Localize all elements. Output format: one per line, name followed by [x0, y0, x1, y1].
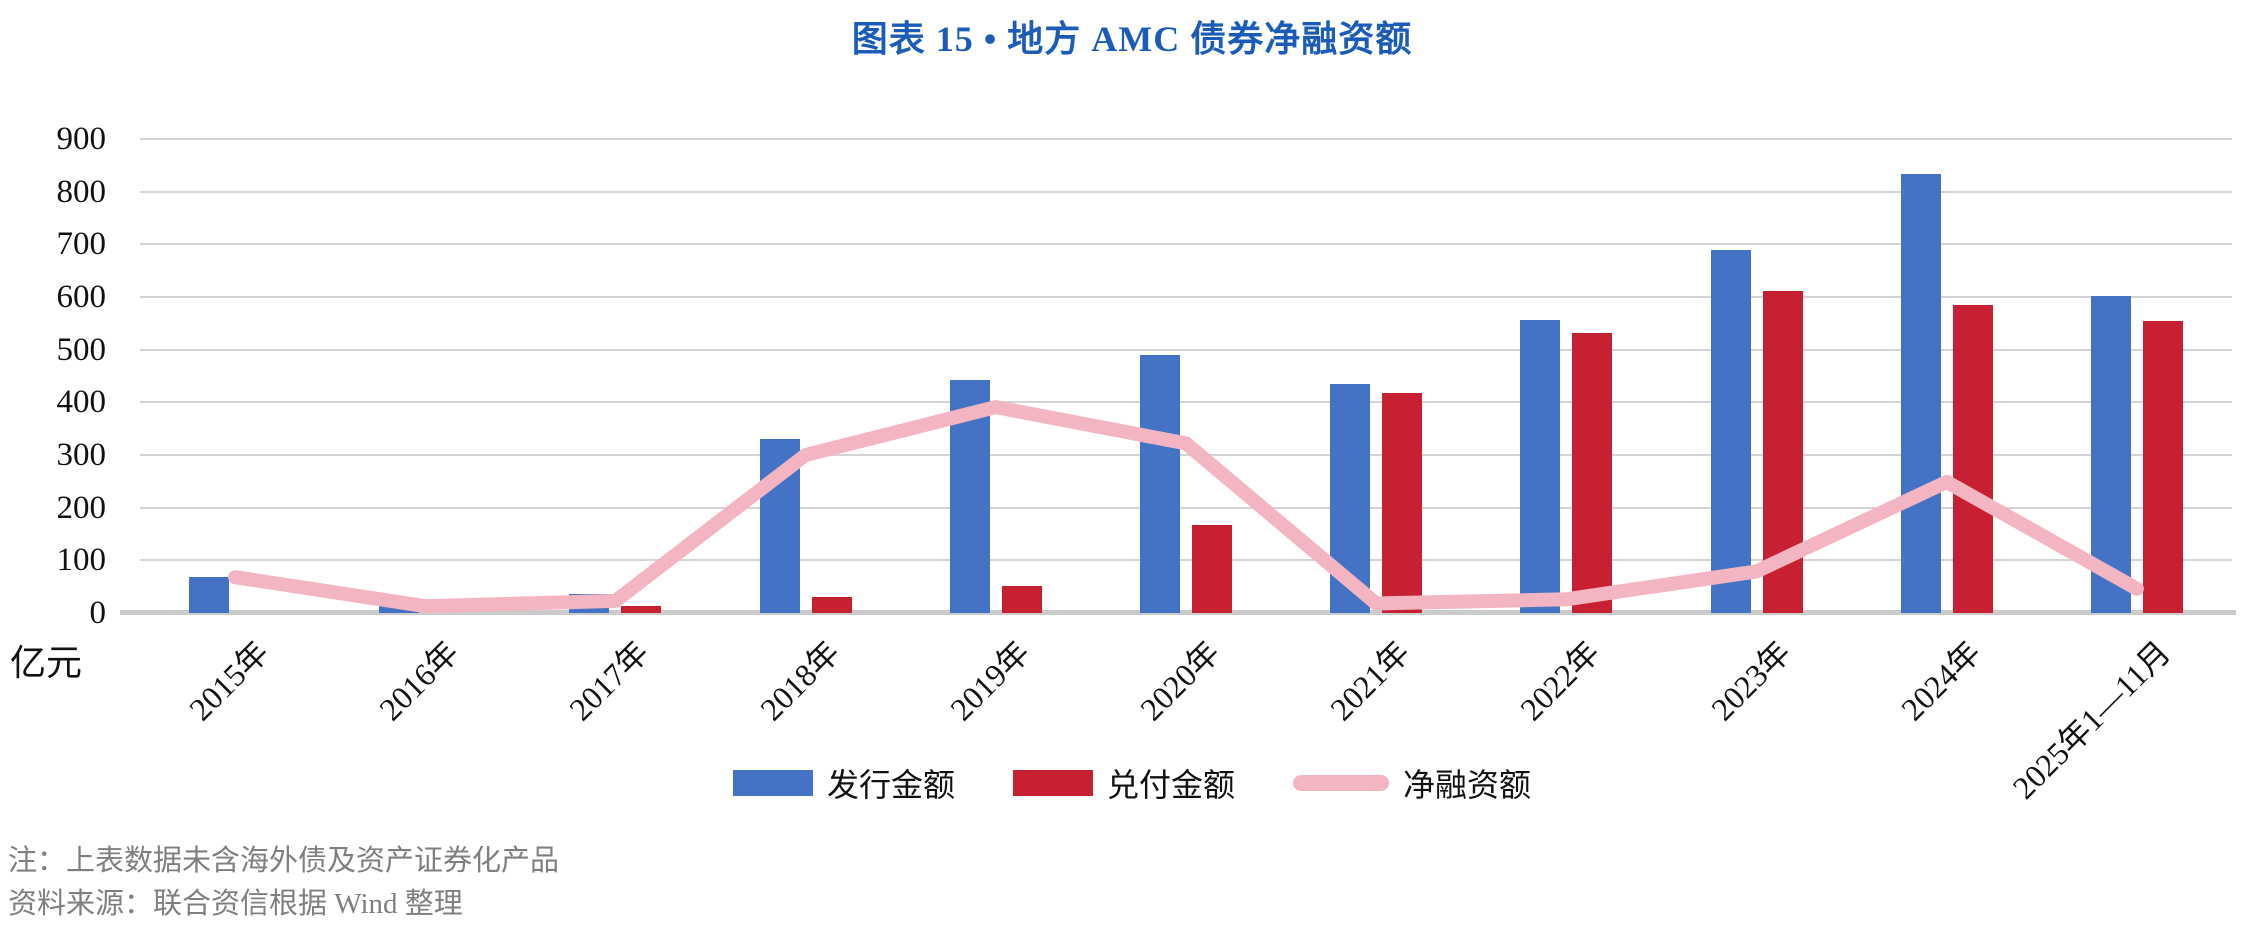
x-label-2020年: 2020年	[1133, 633, 1227, 728]
redemption-bar-2018年	[811, 597, 852, 613]
legend-line-swatch	[1293, 775, 1389, 791]
gridline	[140, 401, 2232, 404]
y-axis-unit-label: 亿元	[10, 643, 83, 683]
x-label-2019年: 2019年	[942, 633, 1037, 728]
legend-bar-swatch	[1012, 770, 1093, 796]
x-label-2023年: 2023年	[1703, 633, 1797, 728]
issuance-bar-2024年	[1900, 174, 1941, 613]
redemption-bar-2020年	[1192, 524, 1232, 613]
x-label-2017年: 2017年	[562, 633, 656, 728]
x-label-2018年: 2018年	[752, 633, 847, 728]
redemption-bar-2021年	[1382, 393, 1423, 613]
x-label-2015年: 2015年	[182, 633, 276, 728]
legend-bar-swatch	[732, 770, 813, 796]
issuance-bar-2020年	[1140, 354, 1180, 613]
y-tick-label: 500	[56, 331, 107, 368]
net-financing-polyline	[228, 400, 2144, 614]
note-line: 注：上表数据未含海外债及资产证券化产品	[8, 845, 560, 877]
legend-label: 净融资额	[1403, 767, 1532, 803]
y-tick-label: 0	[89, 595, 107, 631]
redemption-bar-2024年	[1952, 305, 1993, 613]
x-label-2016年: 2016年	[372, 633, 466, 728]
y-tick-label: 200	[56, 489, 107, 526]
redemption-bar-2025年1—11月	[2142, 320, 2183, 613]
gridline	[140, 506, 2232, 509]
redemption-bar-2022年	[1572, 333, 1613, 613]
gridline	[140, 296, 2232, 298]
legend-item-兑付金额: 兑付金额	[1012, 760, 1235, 806]
x-label-2022年: 2022年	[1513, 633, 1607, 728]
source-line: 资料来源：联合资信根据 Wind 整理	[8, 887, 463, 920]
redemption-bar-2019年	[1001, 585, 1042, 613]
legend-item-净融资额: 净融资额	[1293, 760, 1531, 806]
y-tick-label: 400	[56, 384, 107, 421]
net-financing-line	[228, 400, 2144, 614]
legend-label: 发行金额	[826, 767, 955, 803]
gridline	[140, 190, 2232, 193]
y-tick-label: 300	[56, 437, 107, 473]
gridline	[140, 348, 2232, 351]
y-tick-label: 800	[56, 173, 107, 210]
issuance-bar-2015年	[189, 577, 230, 613]
issuance-bar-2022年	[1520, 319, 1561, 613]
y-tick-label: 700	[56, 226, 107, 263]
footnotes: 注：上表数据未含海外债及资产证券化产品 资料来源：联合资信根据 Wind 整理	[8, 840, 559, 926]
redemption-bar-2017年	[621, 605, 662, 613]
y-tick-label: 600	[56, 279, 107, 315]
gridline	[140, 138, 2232, 141]
gridline	[140, 243, 2232, 246]
plot-area: 2015年 2016年 2017年 2018年 2019年 2020年 2021年 2022年…	[120, 138, 2236, 806]
x-label-2024年: 2024年	[1893, 633, 1988, 728]
legend: 发行金额 兑付金额 净融资额	[0, 760, 2264, 806]
y-tick-label: 900	[56, 121, 107, 157]
issuance-bar-2016年	[379, 606, 420, 613]
gridline	[140, 454, 2232, 456]
x-label-2021年: 2021年	[1323, 633, 1417, 728]
legend-label: 兑付金额	[1106, 767, 1235, 803]
y-axis-tick-labels: 0 100 200 300 400 500 600 700 800 900	[0, 121, 107, 631]
chart-title: 图表 15 • 地方 AMC 债券净融资额	[851, 19, 1413, 59]
gridline	[140, 559, 2232, 562]
issuance-bar-2023年	[1710, 249, 1751, 613]
legend-item-发行金额: 发行金额	[732, 760, 955, 806]
y-tick-label: 100	[56, 542, 107, 579]
